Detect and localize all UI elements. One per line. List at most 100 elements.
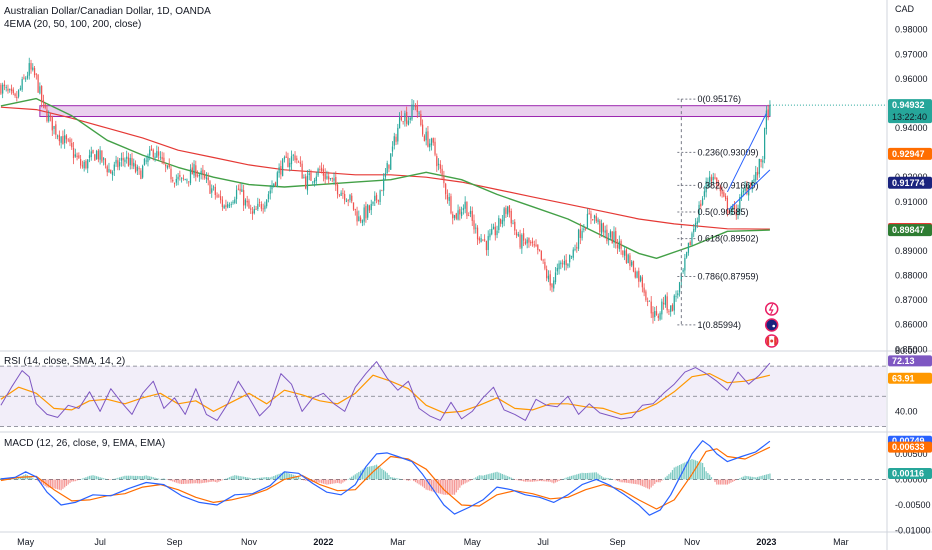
candle (687, 242, 690, 256)
candle (303, 174, 305, 179)
candle-body (755, 172, 757, 181)
macd-histogram-bar (191, 479, 193, 484)
macd-histogram-bar (400, 479, 402, 480)
candle (124, 157, 126, 168)
candle-body (315, 176, 317, 181)
candle (409, 117, 411, 124)
candle (358, 210, 360, 222)
macd-histogram-bar (384, 471, 387, 480)
candle (423, 134, 426, 142)
rsi-legend[interactable]: RSI (14, close, SMA, 14, 2) (4, 356, 126, 367)
candle (758, 158, 760, 178)
candle (501, 214, 503, 228)
macd-histogram-bar (531, 479, 534, 482)
macd-histogram-bar (55, 479, 57, 489)
candle (131, 152, 133, 170)
candle-body (471, 210, 473, 221)
candle-body (193, 164, 195, 176)
candle (159, 151, 161, 161)
candle (739, 194, 741, 216)
symbol-title[interactable]: Australian Dollar/Canadian Dollar, 1D, O… (4, 6, 211, 17)
macd-histogram-bar (409, 479, 411, 481)
candle (223, 204, 225, 209)
macd-histogram-bar (570, 475, 573, 480)
macd-histogram-bar (218, 479, 220, 482)
candle-body (485, 240, 488, 251)
macd-histogram-bar (604, 477, 606, 480)
candle (156, 145, 158, 158)
candle-body (42, 100, 45, 103)
candle (524, 238, 527, 246)
macd-histogram-bar (253, 478, 255, 480)
candle (664, 294, 667, 308)
candle (710, 174, 713, 187)
candle (71, 138, 73, 150)
candle-body (698, 204, 700, 222)
candle-body (484, 239, 486, 241)
candle (352, 202, 355, 211)
candle (531, 237, 534, 247)
candle-body (540, 250, 542, 260)
candle-body (721, 189, 723, 194)
candle-body (30, 63, 32, 70)
candle (406, 106, 408, 127)
candle-body (198, 174, 200, 177)
candle (374, 191, 376, 207)
macd-histogram-bar (172, 479, 174, 482)
candle-body (273, 183, 275, 186)
candle-body (696, 221, 698, 225)
macd-histogram-bar (618, 479, 620, 482)
candle (243, 184, 245, 212)
candle (126, 150, 128, 164)
macd-histogram-bar (648, 479, 651, 490)
candle-body (494, 226, 496, 236)
candle-body (228, 205, 231, 207)
macd-legend[interactable]: MACD (12, 26, close, 9, EMA, EMA) (4, 438, 166, 449)
macd-histogram-bar (363, 468, 365, 480)
candle-body (324, 173, 326, 180)
macd-histogram-bar (629, 479, 631, 484)
candle-body (308, 173, 310, 176)
candle (705, 177, 707, 198)
candle-body (140, 170, 142, 180)
candle (30, 59, 32, 74)
macd-histogram-bar (482, 475, 484, 480)
main-pane: 0(0.95176) 0.236(0.93009) 0.382(0.91669) 0.… (0, 57, 887, 348)
candle-body (48, 114, 50, 122)
candle (351, 192, 353, 204)
candle-body (184, 179, 186, 180)
signal-value-tag: 0.00633 (888, 441, 932, 453)
candle-body (709, 176, 711, 183)
macd-histogram-bar (186, 479, 188, 484)
macd-histogram-bar (496, 471, 498, 480)
candle (655, 305, 658, 316)
macd-histogram-bar (110, 479, 112, 480)
macd-histogram-bar (391, 477, 394, 480)
macd-histogram-bar (501, 473, 503, 480)
macd-histogram-bar (581, 472, 583, 480)
candle-body (498, 218, 500, 231)
candle (686, 251, 688, 259)
macd-histogram-bar (427, 479, 429, 491)
candle-body (157, 151, 160, 156)
candle-body (760, 159, 762, 163)
candle (196, 170, 199, 178)
candle (489, 228, 491, 241)
macd-histogram-bar (142, 476, 144, 480)
candle-body (459, 209, 461, 215)
rsi-value-tag-bg (888, 355, 932, 367)
candle (320, 162, 323, 174)
ema-indicator-label[interactable]: 4EMA (20, 50, 100, 200, close) (4, 19, 142, 30)
candle (99, 146, 101, 165)
candle (599, 218, 601, 239)
candle (326, 170, 328, 180)
macd-histogram-bar (136, 475, 138, 480)
candle (168, 158, 170, 169)
candle (241, 183, 243, 193)
candle (235, 185, 238, 204)
candle-body (276, 172, 278, 187)
candle (407, 116, 410, 126)
macd-histogram-bar (436, 479, 438, 493)
